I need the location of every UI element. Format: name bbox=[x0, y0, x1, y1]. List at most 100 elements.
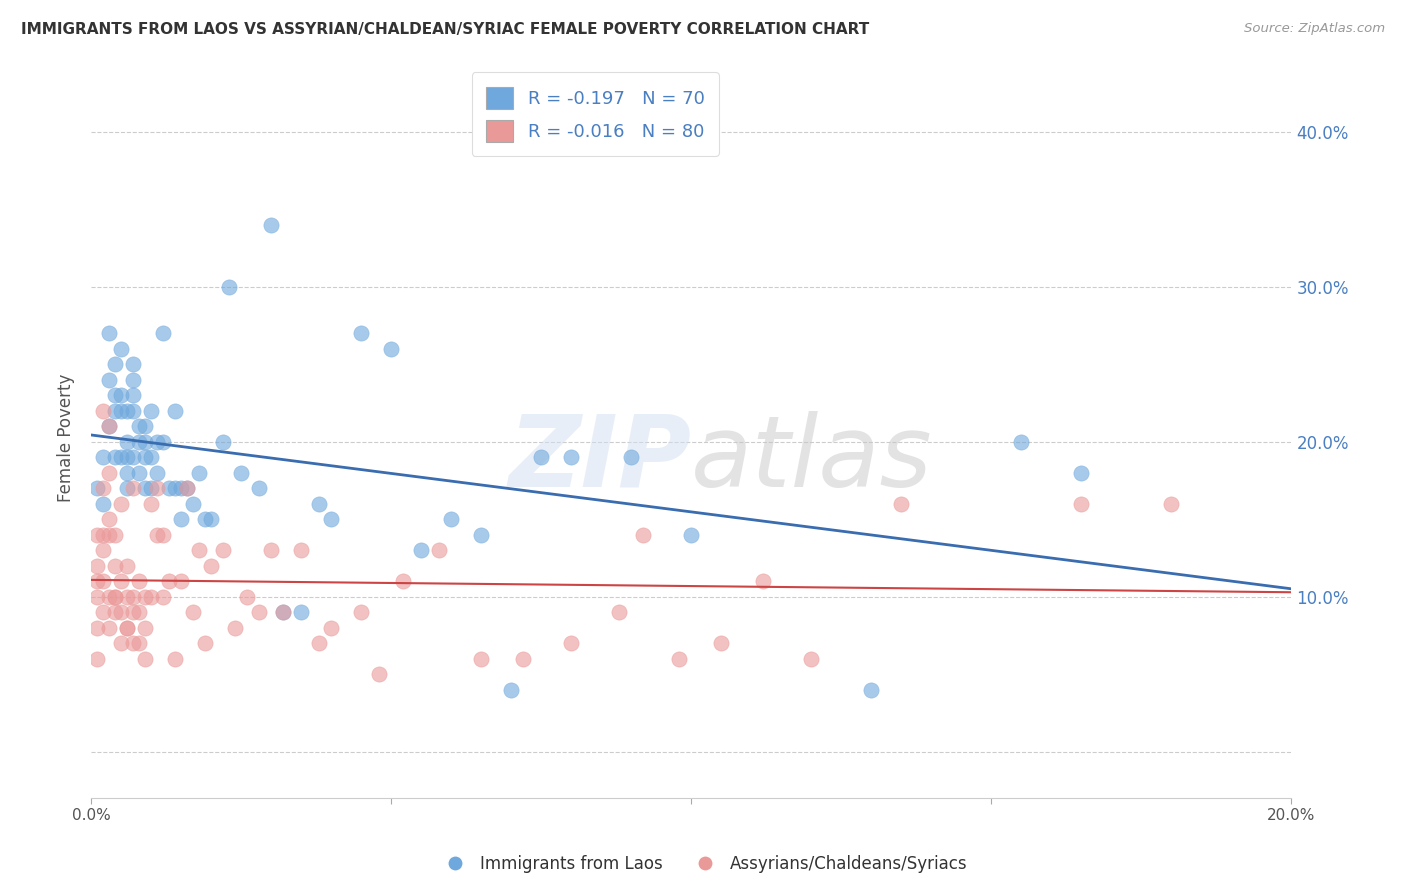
Point bbox=[224, 621, 246, 635]
Point bbox=[157, 481, 180, 495]
Point bbox=[115, 466, 138, 480]
Legend: Immigrants from Laos, Assyrians/Chaldeans/Syriacs: Immigrants from Laos, Assyrians/Chaldean… bbox=[432, 848, 974, 880]
Point bbox=[141, 497, 163, 511]
Point bbox=[91, 450, 114, 465]
Point bbox=[141, 481, 163, 495]
Point bbox=[128, 419, 150, 434]
Point bbox=[134, 434, 156, 449]
Point bbox=[122, 481, 145, 495]
Text: Source: ZipAtlas.com: Source: ZipAtlas.com bbox=[1244, 22, 1385, 36]
Y-axis label: Female Poverty: Female Poverty bbox=[58, 374, 75, 502]
Point bbox=[380, 342, 402, 356]
Point bbox=[146, 466, 169, 480]
Point bbox=[633, 527, 655, 541]
Point bbox=[128, 466, 150, 480]
Point bbox=[620, 450, 643, 465]
Point bbox=[86, 590, 108, 604]
Point bbox=[134, 481, 156, 495]
Point bbox=[115, 621, 138, 635]
Point bbox=[170, 512, 193, 526]
Point bbox=[176, 481, 198, 495]
Point bbox=[260, 218, 283, 232]
Point bbox=[91, 543, 114, 558]
Point bbox=[157, 574, 180, 589]
Point bbox=[91, 481, 114, 495]
Point bbox=[134, 621, 156, 635]
Point bbox=[176, 481, 198, 495]
Point bbox=[710, 636, 733, 650]
Point bbox=[110, 636, 132, 650]
Point bbox=[128, 636, 150, 650]
Point bbox=[231, 466, 253, 480]
Point bbox=[104, 558, 127, 573]
Point bbox=[188, 543, 211, 558]
Point bbox=[104, 527, 127, 541]
Point bbox=[115, 434, 138, 449]
Point bbox=[104, 590, 127, 604]
Point bbox=[247, 605, 270, 619]
Point bbox=[1160, 497, 1182, 511]
Point bbox=[141, 450, 163, 465]
Point bbox=[350, 605, 373, 619]
Point bbox=[188, 466, 211, 480]
Point bbox=[122, 357, 145, 371]
Point bbox=[321, 621, 343, 635]
Point bbox=[170, 574, 193, 589]
Point bbox=[152, 434, 174, 449]
Point bbox=[122, 605, 145, 619]
Point bbox=[110, 574, 132, 589]
Point bbox=[141, 403, 163, 417]
Point bbox=[181, 497, 204, 511]
Point bbox=[122, 590, 145, 604]
Point bbox=[128, 574, 150, 589]
Point bbox=[98, 466, 121, 480]
Point bbox=[91, 497, 114, 511]
Point bbox=[200, 512, 222, 526]
Legend: R = -0.197   N = 70, R = -0.016   N = 80: R = -0.197 N = 70, R = -0.016 N = 80 bbox=[471, 72, 718, 156]
Point bbox=[146, 527, 169, 541]
Point bbox=[368, 667, 391, 681]
Point bbox=[427, 543, 450, 558]
Point bbox=[752, 574, 775, 589]
Point bbox=[91, 574, 114, 589]
Text: IMMIGRANTS FROM LAOS VS ASSYRIAN/CHALDEAN/SYRIAC FEMALE POVERTY CORRELATION CHAR: IMMIGRANTS FROM LAOS VS ASSYRIAN/CHALDEA… bbox=[21, 22, 869, 37]
Point bbox=[110, 388, 132, 402]
Point bbox=[146, 481, 169, 495]
Point bbox=[98, 512, 121, 526]
Point bbox=[470, 651, 492, 665]
Point bbox=[181, 605, 204, 619]
Point bbox=[98, 373, 121, 387]
Point bbox=[501, 682, 523, 697]
Point bbox=[122, 450, 145, 465]
Point bbox=[98, 419, 121, 434]
Point bbox=[607, 605, 630, 619]
Point bbox=[165, 651, 187, 665]
Point bbox=[98, 590, 121, 604]
Point bbox=[1070, 466, 1092, 480]
Point bbox=[104, 403, 127, 417]
Point bbox=[110, 342, 132, 356]
Point bbox=[115, 403, 138, 417]
Point bbox=[141, 590, 163, 604]
Point bbox=[134, 419, 156, 434]
Point bbox=[134, 450, 156, 465]
Point bbox=[104, 357, 127, 371]
Point bbox=[98, 621, 121, 635]
Point bbox=[91, 527, 114, 541]
Point bbox=[122, 373, 145, 387]
Point bbox=[170, 481, 193, 495]
Point bbox=[308, 497, 330, 511]
Point bbox=[122, 403, 145, 417]
Point bbox=[104, 388, 127, 402]
Point bbox=[104, 590, 127, 604]
Point bbox=[440, 512, 463, 526]
Point bbox=[290, 605, 312, 619]
Point bbox=[392, 574, 415, 589]
Point bbox=[290, 543, 312, 558]
Point bbox=[110, 605, 132, 619]
Point bbox=[86, 621, 108, 635]
Point bbox=[165, 481, 187, 495]
Point bbox=[146, 434, 169, 449]
Point bbox=[115, 558, 138, 573]
Point bbox=[260, 543, 283, 558]
